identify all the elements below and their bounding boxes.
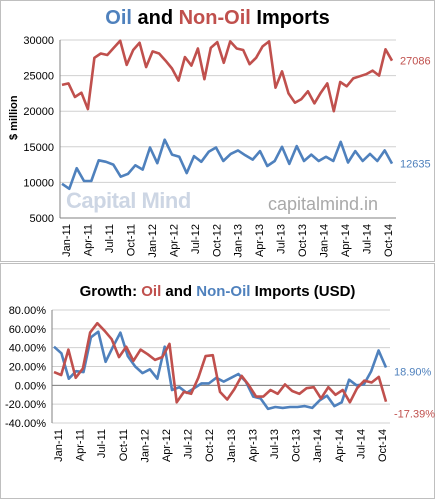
c0-x-tick-label: Apr-14 xyxy=(340,224,352,257)
c1-x-tick-label: Oct-14 xyxy=(377,429,389,462)
c1-x-tick-label: Jul-13 xyxy=(269,429,281,459)
title2-oil: Oil xyxy=(141,283,162,300)
capitalmind-logo-watermark: Capital Mind xyxy=(66,188,191,213)
c0-end-label-oil: 12635 xyxy=(400,159,431,171)
c0-x-tick-label: Jul-13 xyxy=(276,224,288,254)
c1-x-tick-label: Jan-13 xyxy=(226,429,238,463)
c1-x-tick-label: Apr-11 xyxy=(75,429,87,461)
title1-and: and xyxy=(131,7,179,29)
c0-y-tick-label: 20000 xyxy=(23,106,54,118)
c0-x-tick-label: Jul-14 xyxy=(362,224,374,254)
c1-series-non_oil xyxy=(53,321,388,404)
c1-x-tick-label: Jan-14 xyxy=(312,429,324,463)
title2-imports: Imports (USD) xyxy=(250,283,356,300)
title1-oil: Oil xyxy=(105,7,132,29)
c0-x-tick-label: Apr-11 xyxy=(82,224,94,256)
c0-series-non_oil xyxy=(61,39,394,113)
title1-nonoil: Non-Oil xyxy=(178,7,251,29)
title1-imports: Imports xyxy=(250,7,330,29)
c0-x-tick-label: Jul-11 xyxy=(104,224,116,253)
c0-y-tick-label: 25000 xyxy=(23,71,54,83)
c1-x-tick-label: Apr-14 xyxy=(334,429,346,462)
c1-x-tick-label: Apr-12 xyxy=(161,429,173,462)
c1-y-tick-label: 40.00% xyxy=(9,343,47,355)
c1-series-oil xyxy=(53,330,388,411)
c1-y-tick-label: 0.00% xyxy=(15,380,46,392)
chart2-title: Growth: Oil and Non-Oil Imports (USD) xyxy=(0,283,435,300)
c0-end-label-non_oil: 27086 xyxy=(400,56,431,68)
c1-y-tick-label: 60.00% xyxy=(9,324,47,336)
c0-x-tick-label: Jan-13 xyxy=(233,224,245,258)
capitalmind-site-watermark: capitalmind.in xyxy=(268,194,379,214)
c0-x-tick-label: Oct-14 xyxy=(383,224,395,257)
c1-y-tick-label: -40.00% xyxy=(5,418,46,430)
title2-growth: Growth: xyxy=(79,283,142,300)
c1-y-tick-label: 80.00% xyxy=(9,305,47,317)
c1-x-tick-label: Oct-13 xyxy=(291,429,303,462)
title2-nonoil: Non-Oil xyxy=(196,283,251,300)
c0-x-tick-label: Apr-12 xyxy=(168,224,180,257)
c1-x-tick-label: Oct-11 xyxy=(118,429,130,461)
c1-x-tick-label: Jul-14 xyxy=(355,429,367,459)
c1-x-tick-label: Jul-11 xyxy=(96,429,108,458)
c1-x-tick-label: Oct-12 xyxy=(204,429,216,462)
c0-series-oil xyxy=(61,138,394,191)
c0-y-tick-label: 5000 xyxy=(30,213,54,225)
c1-y-tick-label: -20.00% xyxy=(5,399,46,411)
c0-x-tick-label: Oct-13 xyxy=(297,224,309,257)
c1-x-tick-label: Apr-13 xyxy=(247,429,259,462)
chart1-title: Oil and Non-Oil Imports xyxy=(0,7,435,30)
title2-and: and xyxy=(161,283,197,300)
c0-x-tick-label: Apr-13 xyxy=(254,224,266,257)
c1-y-tick-label: 20.00% xyxy=(9,362,47,374)
c0-x-tick-label: Jul-12 xyxy=(190,224,202,254)
c0-x-tick-label: Jan-12 xyxy=(147,224,159,258)
c0-y-tick-label: 10000 xyxy=(23,177,54,189)
c0-y-tick-label: 15000 xyxy=(23,142,54,154)
c1-end-label-oil: 18.90% xyxy=(394,367,432,379)
c0-x-tick-label: Jan-11 xyxy=(61,224,73,257)
c0-x-tick-label: Jan-14 xyxy=(319,224,331,258)
c1-x-tick-label: Jan-11 xyxy=(53,429,65,462)
c0-x-tick-label: Oct-12 xyxy=(211,224,223,257)
c0-y-tick-label: 30000 xyxy=(23,35,54,47)
c1-end-label-non_oil: -17.39% xyxy=(394,409,435,421)
c0-x-tick-label: Oct-11 xyxy=(125,224,137,256)
c1-x-tick-label: Jan-12 xyxy=(139,429,151,463)
c1-x-tick-label: Jul-12 xyxy=(183,429,195,459)
